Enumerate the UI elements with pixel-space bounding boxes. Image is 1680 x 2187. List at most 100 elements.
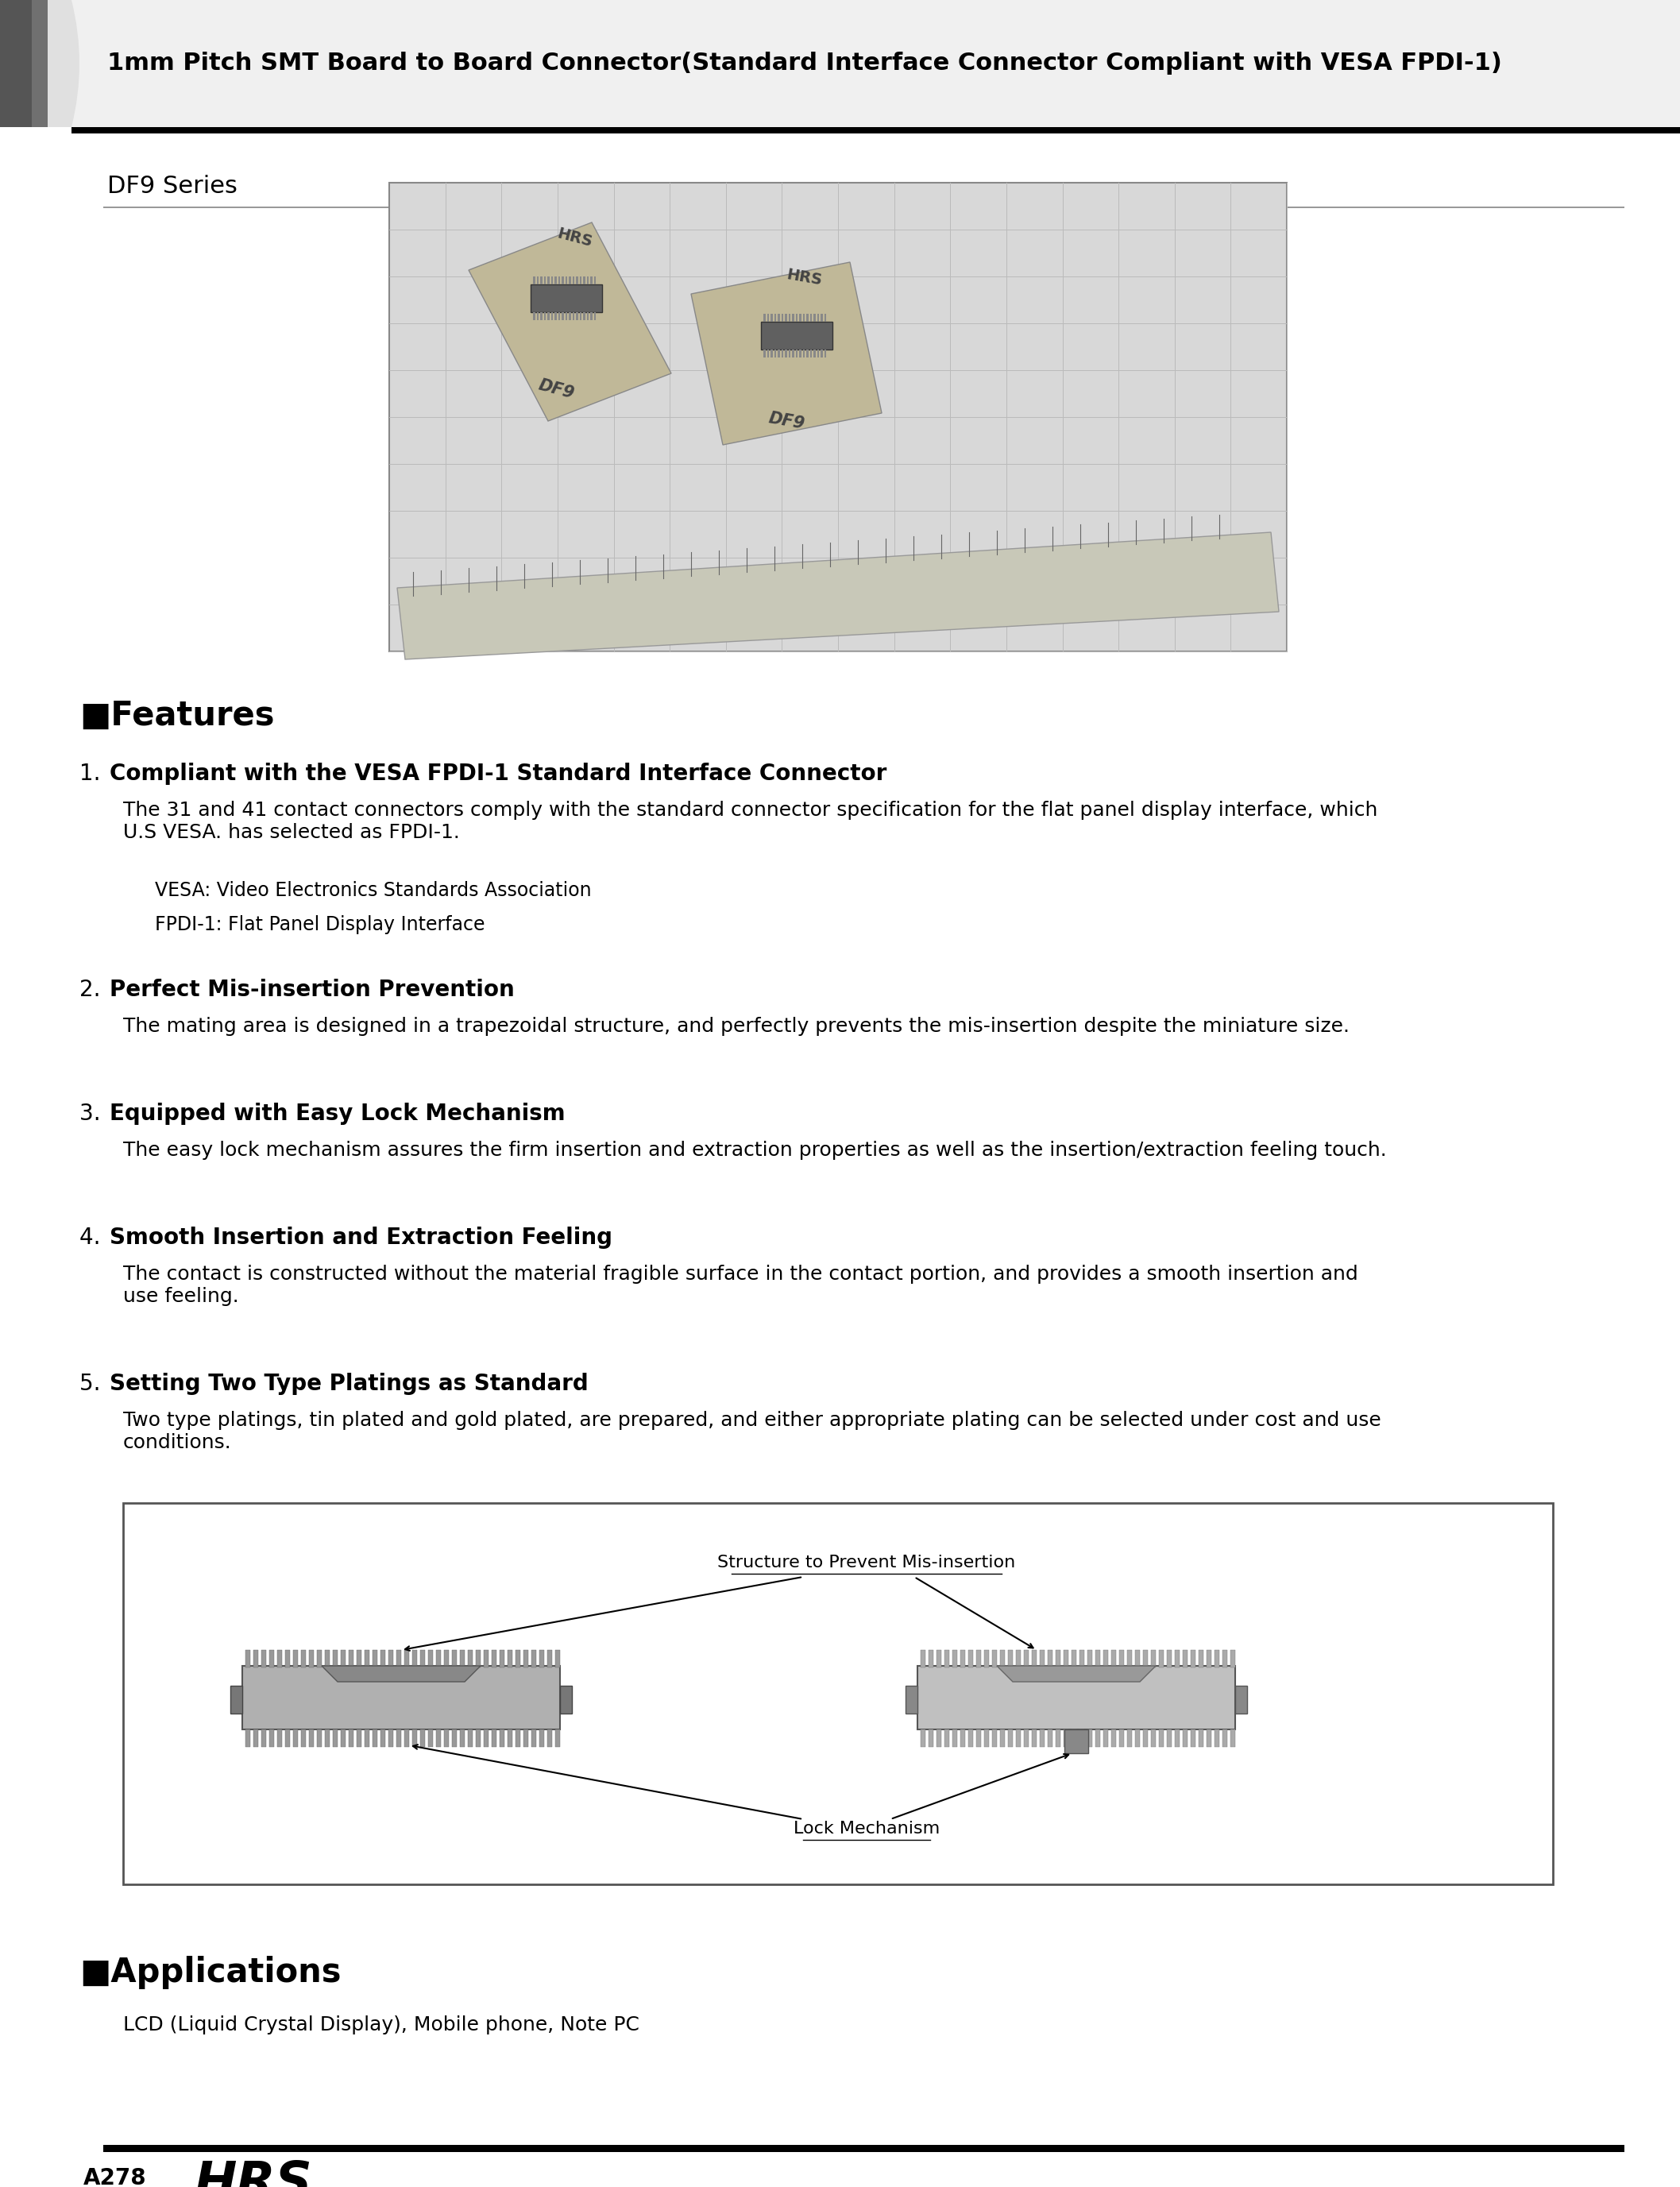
Bar xyxy=(1235,1686,1247,1715)
Bar xyxy=(1032,1649,1037,1666)
Text: Equipped with Easy Lock Mechanism: Equipped with Easy Lock Mechanism xyxy=(109,1102,564,1124)
Bar xyxy=(1023,1649,1028,1666)
Bar xyxy=(1072,1649,1077,1666)
Bar xyxy=(396,1649,402,1666)
Bar xyxy=(785,313,786,321)
Bar xyxy=(301,1649,306,1666)
Bar xyxy=(810,313,811,321)
Bar xyxy=(921,1730,926,1747)
Bar xyxy=(761,321,833,350)
Bar xyxy=(1032,1730,1037,1747)
Bar xyxy=(936,1649,941,1666)
Bar xyxy=(341,1649,346,1666)
Polygon shape xyxy=(396,531,1278,658)
Bar xyxy=(548,1649,553,1666)
Bar xyxy=(1080,1730,1084,1747)
Bar xyxy=(803,313,805,321)
Bar xyxy=(548,276,549,284)
Bar xyxy=(953,1730,958,1747)
Bar xyxy=(576,313,578,319)
Text: The 31 and 41 contact connectors comply with the standard connector specificatio: The 31 and 41 contact connectors comply … xyxy=(123,800,1378,842)
Bar xyxy=(373,1730,378,1747)
Bar xyxy=(516,1730,521,1747)
PathPatch shape xyxy=(47,0,79,127)
Bar xyxy=(533,313,534,319)
Bar xyxy=(791,313,795,321)
Bar xyxy=(993,1649,996,1666)
Bar xyxy=(1110,1730,1116,1747)
Bar xyxy=(475,1649,480,1666)
Bar xyxy=(277,1649,282,1666)
Bar xyxy=(774,350,776,356)
Bar xyxy=(1055,1730,1060,1747)
Bar xyxy=(380,1649,385,1666)
Text: 2.: 2. xyxy=(79,980,108,1002)
Bar xyxy=(564,276,568,284)
Bar xyxy=(810,350,811,356)
Bar xyxy=(444,1649,449,1666)
Bar xyxy=(1223,1730,1226,1747)
Bar xyxy=(791,350,795,356)
Bar xyxy=(262,1730,265,1747)
Bar xyxy=(551,276,553,284)
Bar xyxy=(1142,1649,1147,1666)
Bar xyxy=(796,350,798,356)
Bar xyxy=(412,1730,417,1747)
Text: HRS: HRS xyxy=(195,2159,312,2187)
Bar xyxy=(554,313,556,319)
Bar xyxy=(349,1649,353,1666)
Bar xyxy=(586,276,588,284)
Bar xyxy=(806,313,808,321)
Bar xyxy=(554,1730,559,1747)
Polygon shape xyxy=(469,223,672,422)
Bar xyxy=(499,1730,504,1747)
Bar xyxy=(800,350,801,356)
Bar xyxy=(1095,1649,1100,1666)
Bar xyxy=(1095,1730,1100,1747)
Bar xyxy=(1174,1649,1179,1666)
Bar xyxy=(0,0,32,127)
Bar xyxy=(1168,1649,1171,1666)
Bar xyxy=(420,1730,425,1747)
Text: Setting Two Type Platings as Standard: Setting Two Type Platings as Standard xyxy=(109,1373,588,1395)
Bar xyxy=(576,276,578,284)
Bar xyxy=(1000,1649,1005,1666)
Bar xyxy=(984,1649,990,1666)
Bar xyxy=(1048,1649,1052,1666)
Bar xyxy=(771,350,773,356)
Bar xyxy=(820,350,823,356)
Bar xyxy=(539,1649,544,1666)
Text: The mating area is designed in a trapezoidal structure, and perfectly prevents t: The mating area is designed in a trapezo… xyxy=(123,1017,1349,1037)
Bar xyxy=(806,350,808,356)
Bar xyxy=(388,1649,393,1666)
Bar xyxy=(245,1730,250,1747)
Bar xyxy=(396,1730,402,1747)
Text: HRS: HRS xyxy=(556,227,595,249)
Bar xyxy=(590,276,591,284)
Bar xyxy=(1198,1730,1203,1747)
Bar xyxy=(420,1649,425,1666)
Bar xyxy=(580,313,581,319)
Bar xyxy=(428,1649,433,1666)
Bar xyxy=(554,276,556,284)
Bar xyxy=(564,313,568,319)
Bar xyxy=(318,1730,321,1747)
Text: 3.: 3. xyxy=(79,1102,108,1124)
Bar xyxy=(72,127,1680,133)
Bar xyxy=(1183,1649,1188,1666)
Bar xyxy=(1080,1649,1084,1666)
Bar xyxy=(1136,1649,1139,1666)
Bar xyxy=(1127,1649,1132,1666)
Bar xyxy=(929,1649,934,1666)
Bar xyxy=(788,313,790,321)
Bar xyxy=(301,1730,306,1747)
Bar xyxy=(1048,1730,1052,1747)
Bar xyxy=(559,1686,571,1715)
Bar xyxy=(816,313,818,321)
Bar xyxy=(102,2145,1625,2152)
Bar xyxy=(825,313,827,321)
Bar xyxy=(1055,1649,1060,1666)
Bar xyxy=(781,350,783,356)
Bar xyxy=(1119,1649,1124,1666)
Bar xyxy=(796,313,798,321)
